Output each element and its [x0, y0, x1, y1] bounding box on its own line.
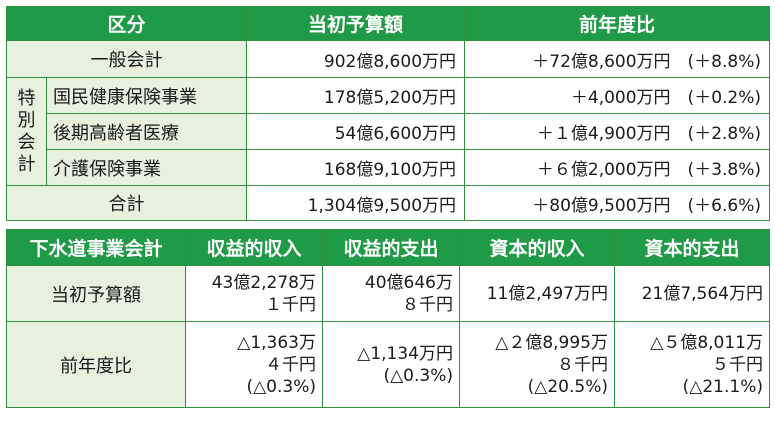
cell-line: 21億7,564万円: [641, 283, 763, 304]
nhi-budget: 178億5,200万円: [246, 77, 466, 114]
cell-line: ４千円: [265, 354, 316, 375]
row-label-elderly: 後期高齢者医療: [45, 113, 248, 150]
total-budget: 1,304億9,500万円: [246, 185, 466, 221]
header-revenue-income: 収益的収入: [185, 229, 323, 266]
cell-line: 43億2,278万: [211, 272, 316, 293]
special-char: 会: [17, 131, 36, 153]
cell-line: (△20.5%): [527, 376, 608, 397]
row-label-nhi: 国民健康保険事業: [45, 77, 248, 114]
budget-revenue-income: 43億2,278万 １千円: [185, 265, 323, 322]
row-label-total: 合計: [5, 185, 248, 221]
care-change: ＋６億2,000万円 (＋3.8%): [464, 149, 771, 186]
cell-line: 40億646万: [364, 272, 453, 293]
special-char: 特: [17, 87, 36, 109]
header-revenue-expense: 収益的支出: [322, 229, 460, 266]
change-capital-income: △２億8,995万 ８千円 (△20.5%): [459, 321, 615, 408]
row-label-care: 介護保険事業: [45, 149, 248, 186]
header-category: 区分: [5, 6, 248, 41]
cell-line: △1,363万: [237, 332, 316, 353]
row-label-general: 一般会計: [5, 40, 248, 78]
budget-capital-expense: 21億7,564万円: [614, 265, 770, 322]
cell-line: △２億8,995万: [495, 332, 608, 353]
special-char: 計: [17, 153, 36, 175]
cell-line: ５千円: [712, 354, 763, 375]
cell-line: (△0.3%): [383, 365, 453, 386]
special-char: 別: [17, 109, 36, 131]
general-budget-table: 区分 当初予算額 前年度比 一般会計 902億8,600万円 ＋72億8,600…: [5, 6, 771, 221]
elderly-change: ＋１億4,900万円 (＋2.8%): [464, 113, 771, 150]
cell-line: △５億8,011万: [650, 332, 763, 353]
cell-line: 11億2,497万円: [486, 283, 608, 304]
row-label-budget: 当初予算額: [6, 265, 186, 322]
cell-line: △1,134万円: [357, 343, 453, 364]
header-initial-budget: 当初予算額: [246, 6, 466, 41]
nhi-change: ＋4,000万円 (＋0.2%): [464, 77, 771, 114]
sewerage-budget-table: 下水道事業会計 収益的収入 収益的支出 資本的収入 資本的支出 当初予算額 43…: [6, 229, 770, 408]
header-yoy: 前年度比: [464, 6, 771, 41]
cell-line: ８千円: [402, 294, 453, 315]
budget-revenue-expense: 40億646万 ８千円: [322, 265, 460, 322]
cell-line: １千円: [265, 294, 316, 315]
elderly-budget: 54億6,600万円: [246, 113, 466, 150]
cell-line: (△21.1%): [682, 376, 763, 397]
change-revenue-income: △1,363万 ４千円 (△0.3%): [185, 321, 323, 408]
cell-line: (△0.3%): [246, 376, 316, 397]
budget-capital-income: 11億2,497万円: [459, 265, 615, 322]
header-sewerage: 下水道事業会計: [6, 229, 186, 266]
general-change: ＋72億8,600万円 (＋8.8%): [464, 40, 771, 78]
cell-line: ８千円: [557, 354, 608, 375]
header-capital-income: 資本的収入: [459, 229, 615, 266]
change-capital-expense: △５億8,011万 ５千円 (△21.1%): [614, 321, 770, 408]
total-change: ＋80億9,500万円 (＋6.6%): [464, 185, 771, 221]
row-label-change: 前年度比: [6, 321, 186, 408]
general-budget: 902億8,600万円: [246, 40, 466, 78]
change-revenue-expense: △1,134万円 (△0.3%): [322, 321, 460, 408]
special-accounts-label: 特 別 会 計: [6, 77, 47, 186]
header-capital-expense: 資本的支出: [614, 229, 770, 266]
care-budget: 168億9,100万円: [246, 149, 466, 186]
